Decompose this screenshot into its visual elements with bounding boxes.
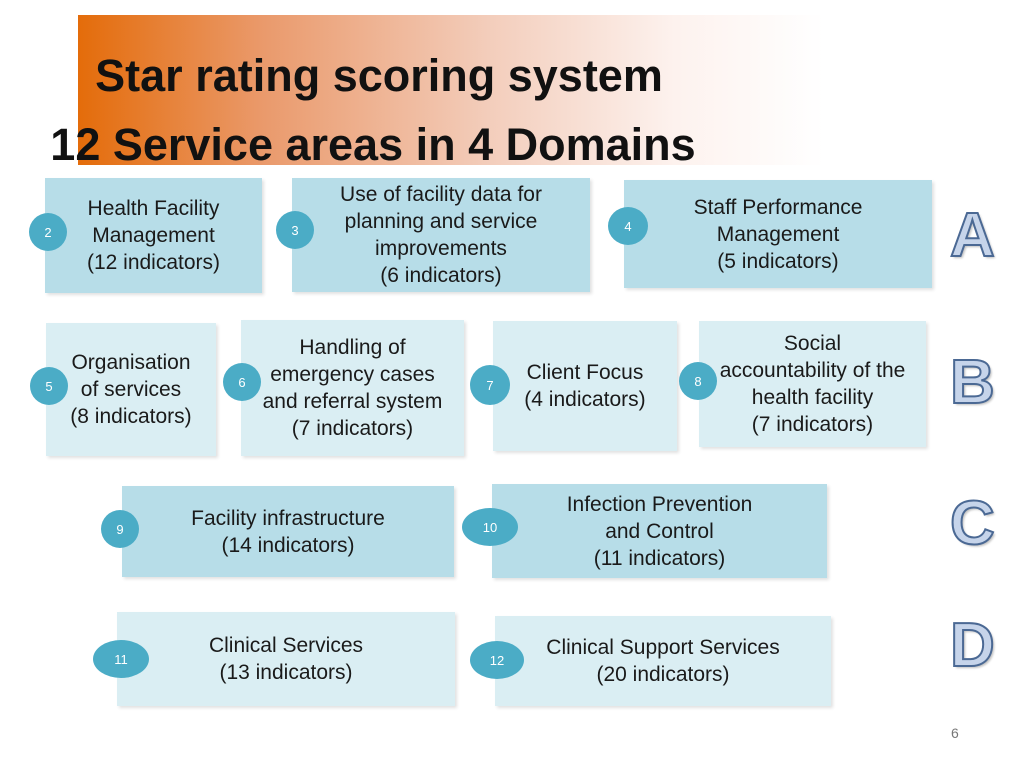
area-number-badge-5: 5 xyxy=(30,367,68,405)
area-number-badge-3: 3 xyxy=(276,211,314,249)
service-area-6-label: Handling of emergency cases and referral… xyxy=(262,336,443,440)
service-area-2-label: Health Facility Management (12 indicator… xyxy=(86,197,221,274)
title-banner: Star rating scoring system 12 Service ar… xyxy=(50,15,824,167)
title-line-1: Star rating scoring system xyxy=(95,50,663,101)
area-number-badge-9: 9 xyxy=(101,510,139,548)
domain-letter-a: A xyxy=(949,201,996,270)
service-area-11: Clinical Services (13 indicators) xyxy=(117,612,455,706)
page-number: 6 xyxy=(951,725,959,741)
area-number-badge-2: 2 xyxy=(29,213,67,251)
service-area-5-label: Organisation of services (8 indicators) xyxy=(70,351,192,428)
service-area-12: Clinical Support Services (20 indicators… xyxy=(495,616,831,706)
area-number-badge-12: 12 xyxy=(470,641,524,679)
area-number-badge-6: 6 xyxy=(223,363,261,401)
area-number-badge-7: 7 xyxy=(470,365,510,405)
area-number-badge-8: 8 xyxy=(679,362,717,400)
title-line-2: 12 Service areas in 4 Domains xyxy=(50,119,696,170)
service-area-8-label: Social accountability of the health faci… xyxy=(719,332,906,436)
service-area-5: Organisation of services (8 indicators) xyxy=(46,323,216,456)
service-area-7: Client Focus (4 indicators) xyxy=(493,321,677,451)
service-area-3: Use of facility data for planning and se… xyxy=(292,178,590,292)
domain-letter-b: B xyxy=(949,348,996,417)
service-area-6: Handling of emergency cases and referral… xyxy=(241,320,464,456)
service-area-10: Infection Prevention and Control (11 ind… xyxy=(492,484,827,578)
service-area-12-label: Clinical Support Services (20 indicators… xyxy=(546,636,780,686)
service-area-8: Social accountability of the health faci… xyxy=(699,321,926,447)
service-area-7-label: Client Focus (4 indicators) xyxy=(524,361,646,411)
area-number-badge-4: 4 xyxy=(608,207,648,245)
service-area-11-label: Clinical Services (13 indicators) xyxy=(208,634,364,684)
service-area-9: Facility infrastructure (14 indicators) xyxy=(122,486,454,577)
domain-letter-c: C xyxy=(949,489,996,558)
service-area-2: Health Facility Management (12 indicator… xyxy=(45,178,262,293)
service-area-4: Staff Performance Management (5 indicato… xyxy=(624,180,932,288)
area-number-badge-11: 11 xyxy=(93,640,149,678)
area-number-badge-10: 10 xyxy=(462,508,518,546)
service-area-10-label: Infection Prevention and Control (11 ind… xyxy=(566,492,753,570)
service-area-9-label: Facility infrastructure (14 indicators) xyxy=(191,506,385,557)
service-area-3-label: Use of facility data for planning and se… xyxy=(340,183,542,287)
service-area-4-label: Staff Performance Management (5 indicato… xyxy=(693,195,863,273)
domain-letter-d: D xyxy=(949,611,996,680)
